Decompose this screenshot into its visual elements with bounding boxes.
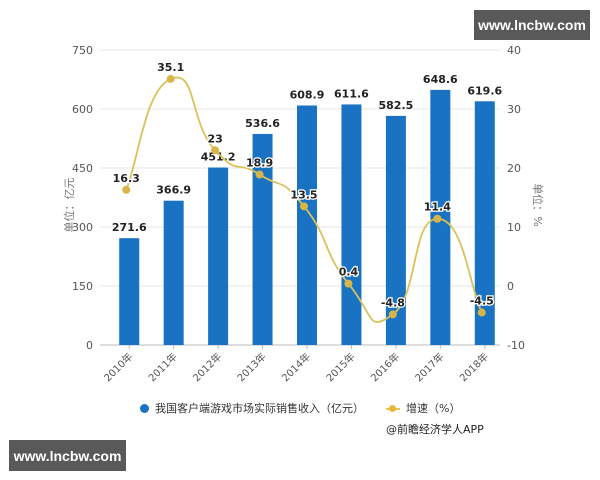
bar	[163, 200, 184, 345]
x-tick-label: 2018年	[457, 350, 491, 384]
x-tick-label: 2012年	[190, 350, 224, 384]
bar	[208, 167, 229, 345]
growth-marker	[433, 214, 442, 223]
y-tick-label: 0	[86, 339, 93, 352]
y2-tick-label: 10	[507, 221, 521, 234]
growth-value-label: 13.5	[290, 188, 317, 201]
y2-tick-label: 20	[507, 162, 521, 175]
bar-value-label: 451.2	[201, 151, 236, 164]
bar-value-label: 536.6	[245, 117, 280, 130]
bar-value-label: 582.5	[378, 99, 413, 112]
growth-marker	[122, 185, 131, 194]
source-credit: @前瞻经济学人APP	[386, 423, 484, 436]
x-tick-label: 2013年	[234, 350, 268, 384]
y-tick-label: 300	[72, 221, 93, 234]
y2-tick-label: -10	[507, 339, 525, 352]
x-tick-label: 2017年	[412, 350, 446, 384]
bar	[474, 101, 495, 345]
growth-marker	[300, 202, 308, 211]
bar-legend-label: 我国客户端游戏市场实际销售收入（亿元）	[155, 402, 364, 415]
y-tick-label: 150	[72, 280, 93, 293]
watermark-top: www.lncbw.com	[474, 10, 590, 40]
y-axis-title: 单位：亿元	[62, 178, 76, 233]
bar-value-label: 366.9	[156, 184, 191, 197]
bar-value-label: 648.6	[423, 73, 458, 86]
y2-tick-label: 30	[507, 103, 521, 116]
bar-value-label: 271.6	[112, 221, 147, 234]
growth-marker	[477, 308, 486, 317]
y2-axis-title: 单位：%	[531, 183, 545, 226]
growth-value-label: 18.9	[246, 156, 273, 169]
bar-value-label: 611.6	[334, 87, 369, 100]
bar-value-label: 619.6	[467, 84, 502, 97]
growth-marker	[211, 146, 220, 155]
watermark-bottom: www.lncbw.com	[9, 440, 126, 471]
bar-legend-icon	[140, 403, 149, 413]
x-tick-label: 2010年	[101, 350, 135, 384]
growth-marker	[166, 74, 175, 83]
growth-marker	[388, 310, 397, 319]
growth-marker	[255, 170, 264, 179]
chart-legend: 我国客户端游戏市场实际销售收入（亿元） 增速（%）	[140, 400, 460, 416]
growth-marker	[344, 279, 353, 288]
bar	[385, 115, 406, 345]
bar	[297, 105, 317, 346]
bar-value-label: 608.9	[290, 88, 325, 101]
x-tick-label: 2014年	[279, 350, 313, 384]
growth-value-label: -4.8	[381, 296, 405, 309]
growth-value-label: 23	[207, 132, 222, 145]
y-tick-label: 450	[72, 162, 93, 175]
y2-tick-label: 0	[507, 280, 514, 293]
x-tick-label: 2011年	[146, 350, 180, 384]
y2-tick-label: 40	[507, 44, 521, 57]
bar	[341, 104, 362, 345]
y-tick-label: 600	[72, 103, 93, 116]
bar	[252, 133, 273, 345]
x-tick-label: 2016年	[368, 350, 402, 384]
x-tick-label: 2015年	[323, 350, 357, 384]
y-tick-label: 750	[72, 44, 93, 57]
growth-value-label: 0.4	[339, 266, 359, 279]
growth-value-label: 35.1	[157, 61, 184, 74]
growth-value-label: 16.3	[113, 172, 140, 185]
growth-value-label: 11.4	[424, 201, 451, 214]
bar	[119, 238, 140, 345]
line-legend-icon	[386, 404, 400, 413]
growth-value-label: -4.5	[470, 295, 494, 308]
line-legend-label: 增速（%）	[406, 402, 461, 415]
